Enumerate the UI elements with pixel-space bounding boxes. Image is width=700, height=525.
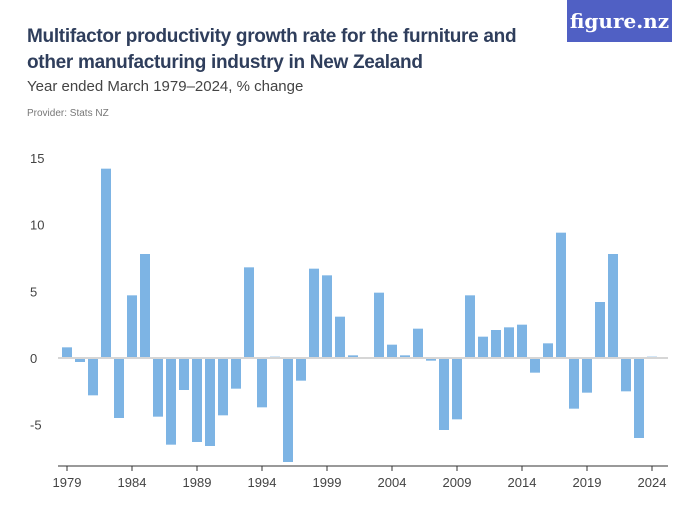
bar-1983: [114, 358, 124, 418]
bar-1989: [192, 358, 202, 442]
bar-2018: [569, 358, 579, 409]
bar-2008: [439, 358, 449, 430]
bar-1991: [218, 358, 228, 416]
bar-2022: [621, 358, 631, 392]
bar-2021: [608, 254, 618, 358]
bar-1999: [322, 275, 332, 358]
x-tick-label: 2004: [378, 475, 407, 490]
bar-2009: [452, 358, 462, 420]
y-tick-label: 5: [30, 284, 37, 299]
bar-1981: [88, 358, 98, 396]
bar-1986: [153, 358, 163, 417]
x-tick-label: 1989: [183, 475, 212, 490]
bar-2019: [582, 358, 592, 393]
bar-1998: [309, 268, 319, 358]
bar-2004: [387, 344, 397, 358]
bar-2006: [413, 328, 423, 358]
y-tick-label: 15: [30, 151, 44, 166]
bar-1984: [127, 295, 137, 358]
chart-title: Multifactor productivity growth rate for…: [27, 26, 517, 73]
bar-2016: [543, 343, 553, 358]
bar-1985: [140, 254, 150, 358]
bar-1979: [62, 347, 72, 358]
bar-2013: [504, 327, 514, 358]
y-tick-label: -5: [30, 418, 42, 433]
figure-nz-logo[interactable]: figure.nz: [567, 0, 672, 42]
x-tick-label: 1984: [118, 475, 147, 490]
provider-label: Provider: Stats NZ: [27, 108, 109, 119]
bar-2011: [478, 336, 488, 358]
bar-1980: [75, 358, 85, 362]
bar-2020: [595, 302, 605, 358]
bar-2007: [426, 358, 436, 361]
x-tick-label: 1979: [53, 475, 82, 490]
bar-2014: [517, 324, 527, 358]
x-tick-label: 1999: [313, 475, 342, 490]
bar-2000: [335, 316, 345, 358]
y-tick-label: 10: [30, 218, 44, 233]
bar-2010: [465, 295, 475, 358]
bar-2015: [530, 358, 540, 373]
x-tick-label: 2019: [573, 475, 602, 490]
bar-2012: [491, 330, 501, 358]
bar-1988: [179, 358, 189, 390]
bar-1994: [257, 358, 267, 408]
x-tick-label: 2014: [508, 475, 537, 490]
bar-1987: [166, 358, 176, 445]
x-tick-label: 1994: [248, 475, 277, 490]
bar-1990: [205, 358, 215, 446]
bar-1993: [244, 267, 254, 358]
x-tick-label: 2009: [443, 475, 472, 490]
bar-1992: [231, 358, 241, 389]
bar-1997: [296, 358, 306, 381]
bar-2003: [374, 292, 384, 358]
bar-2005: [400, 355, 410, 358]
bar-2001: [348, 355, 358, 358]
chart-subtitle: Year ended March 1979–2024, % change: [27, 78, 304, 95]
bar-2023: [634, 358, 644, 438]
logo-text: figure.nz: [569, 9, 670, 33]
x-tick-label: 2024: [638, 475, 667, 490]
y-tick-label: 0: [30, 351, 37, 366]
bar-1982: [101, 168, 111, 358]
bar-2017: [556, 232, 566, 358]
bar-1996: [283, 358, 293, 462]
